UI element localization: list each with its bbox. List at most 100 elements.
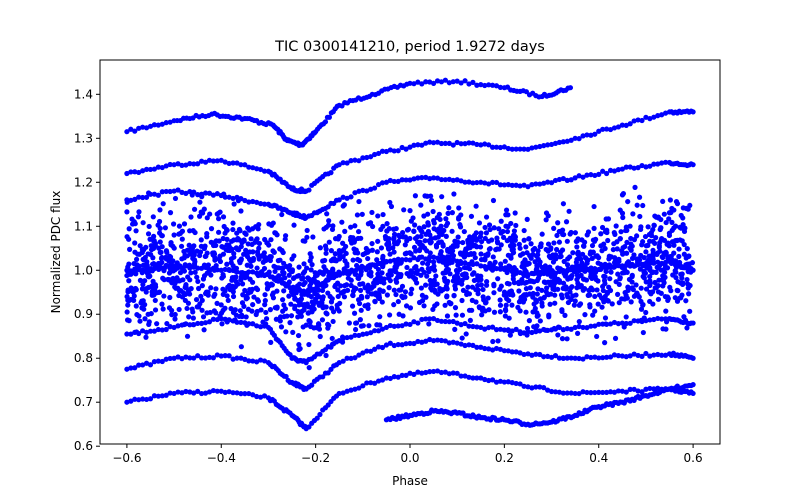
data-point (218, 157, 224, 163)
data-point (576, 323, 582, 330)
data-point (618, 229, 624, 235)
data-point (605, 237, 611, 244)
data-point (342, 228, 348, 234)
data-point (655, 351, 661, 358)
data-point (415, 79, 421, 85)
data-point (505, 252, 511, 258)
data-point (617, 235, 623, 242)
data-point (352, 223, 358, 229)
data-point (254, 199, 260, 205)
data-point (141, 256, 147, 263)
data-point (423, 79, 429, 85)
data-point (623, 354, 629, 360)
data-point (560, 390, 566, 396)
data-point (426, 258, 432, 264)
data-point (450, 339, 456, 345)
data-point (254, 359, 260, 365)
data-point (357, 287, 364, 293)
data-point (584, 232, 590, 238)
data-point (391, 236, 397, 242)
data-point (360, 383, 366, 389)
data-point (465, 284, 471, 290)
data-point (555, 276, 561, 282)
data-point (147, 236, 153, 242)
data-point (284, 313, 290, 319)
data-point (488, 265, 494, 272)
data-point (191, 161, 197, 167)
data-point (423, 338, 429, 344)
data-point (148, 243, 154, 249)
data-point (151, 122, 158, 128)
data-point (657, 226, 663, 233)
data-point (412, 193, 418, 199)
data-point (315, 209, 321, 215)
data-point (558, 253, 564, 259)
data-point (411, 319, 417, 325)
data-point (246, 358, 252, 364)
data-point (501, 348, 507, 354)
data-point (357, 272, 364, 278)
data-point (323, 267, 329, 274)
data-point (559, 295, 565, 301)
data-point (627, 353, 633, 359)
data-point (162, 225, 168, 231)
data-point (449, 228, 455, 234)
data-point (440, 286, 446, 293)
data-point (450, 370, 456, 376)
data-point (145, 231, 152, 237)
data-point (253, 311, 259, 318)
data-point (292, 295, 298, 301)
data-point (427, 336, 433, 343)
data-point (168, 242, 174, 248)
data-point (340, 253, 346, 260)
data-point (529, 385, 535, 391)
data-point (608, 269, 614, 275)
data-point (126, 261, 132, 267)
data-point (124, 209, 130, 215)
data-point (330, 267, 336, 273)
data-point (125, 297, 131, 303)
data-point (242, 162, 248, 168)
data-point (350, 292, 356, 298)
data-point (442, 369, 448, 375)
data-point (145, 251, 151, 257)
data-point (530, 290, 536, 297)
data-point (470, 140, 476, 146)
data-point (206, 190, 213, 196)
data-point (487, 260, 493, 266)
data-point (270, 248, 276, 254)
data-point (188, 214, 194, 220)
data-point (300, 302, 306, 308)
y-tick-label: 0.8 (74, 351, 93, 365)
data-point (685, 285, 691, 291)
data-point (369, 247, 375, 253)
data-point (431, 218, 437, 224)
data-point (131, 297, 137, 303)
data-point (379, 148, 386, 154)
data-point (126, 226, 132, 232)
data-point (249, 279, 256, 285)
data-point (317, 411, 323, 418)
data-point (442, 302, 448, 308)
data-point (213, 286, 219, 292)
data-point (443, 233, 449, 240)
data-point (272, 230, 278, 236)
data-point (326, 239, 332, 245)
data-point (291, 222, 297, 228)
data-point (407, 144, 413, 150)
data-point (551, 225, 557, 231)
data-point (650, 227, 656, 233)
data-point (509, 247, 515, 253)
data-point (411, 255, 417, 261)
data-point (638, 226, 644, 233)
data-point (474, 179, 480, 186)
data-point (202, 390, 209, 396)
data-point (634, 202, 640, 208)
data-point (563, 271, 569, 277)
data-point (341, 294, 348, 300)
data-point (434, 337, 441, 343)
data-point (124, 199, 130, 205)
data-point (537, 351, 543, 358)
data-point (152, 307, 159, 313)
data-point (317, 245, 323, 251)
